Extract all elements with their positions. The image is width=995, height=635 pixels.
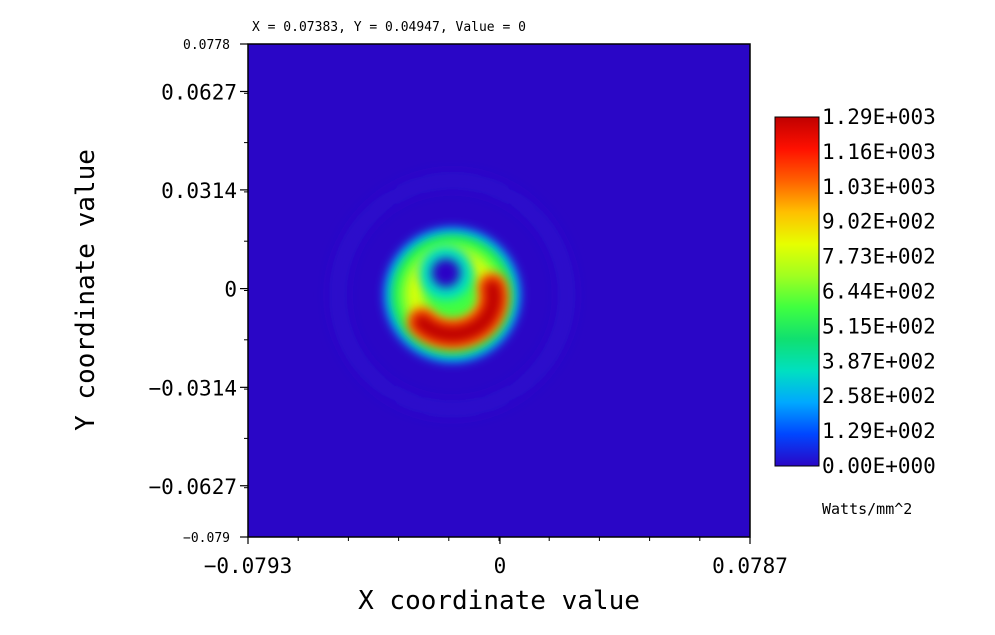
colorbar-labels: 1.29E+003 1.16E+003 1.03E+003 9.02E+002 7.73…	[822, 105, 936, 478]
y-tick-label: −0.0627	[148, 475, 237, 499]
beam-hot-spot	[413, 279, 503, 343]
colorbar-unit: Watts/mm^2	[822, 500, 912, 518]
beam-center-hole	[431, 258, 461, 288]
colorbar-tick-label: 1.29E+003	[822, 105, 936, 129]
y-axis-title: Y coordinate value	[71, 149, 101, 431]
colorbar-gradient	[774, 116, 820, 467]
colorbar-tick-label: 6.44E+002	[822, 280, 936, 304]
y-tick-label: 0.0778	[183, 38, 230, 53]
colorbar-tick-label: 1.03E+003	[822, 175, 936, 199]
y-tick-label: 0.0627	[161, 80, 237, 104]
colorbar-tick-label: 5.15E+002	[822, 314, 936, 338]
x-axis: −0.0793 0 0.0787	[204, 537, 788, 578]
y-tick-label: −0.0314	[148, 376, 237, 400]
y-tick-label: 0.0314	[161, 179, 237, 203]
colorbar-tick-label: 9.02E+002	[822, 210, 936, 234]
colorbar: 1.29E+003 1.16E+003 1.03E+003 9.02E+002 7.73…	[774, 105, 936, 518]
colorbar-tick-label: 2.58E+002	[822, 384, 936, 408]
colorbar-tick-label: 1.29E+002	[822, 419, 936, 443]
cursor-readout: X = 0.07383, Y = 0.04947, Value = 0	[252, 20, 526, 35]
x-axis-title: X coordinate value	[358, 586, 640, 616]
beam-intensity-pattern	[334, 177, 570, 413]
colorbar-tick-label: 7.73E+002	[822, 245, 936, 269]
y-tick-label: −0.079	[183, 531, 230, 546]
colorbar-tick-label: 1.16E+003	[822, 140, 936, 164]
x-tick-label: −0.0793	[204, 554, 293, 578]
x-tick-label: 0	[494, 554, 507, 578]
heatmap-plot[interactable]	[247, 43, 751, 538]
beam-outer-halo	[334, 177, 570, 413]
colorbar-tick-label: 0.00E+000	[822, 454, 936, 478]
x-tick-label: 0.0787	[712, 554, 788, 578]
colorbar-tick-label: 3.87E+002	[822, 349, 936, 373]
y-tick-label: 0	[224, 278, 237, 302]
y-axis: 0.0778 0.0627 0.0314 0 −0.0314 −0.0627 −0.079	[148, 38, 248, 546]
